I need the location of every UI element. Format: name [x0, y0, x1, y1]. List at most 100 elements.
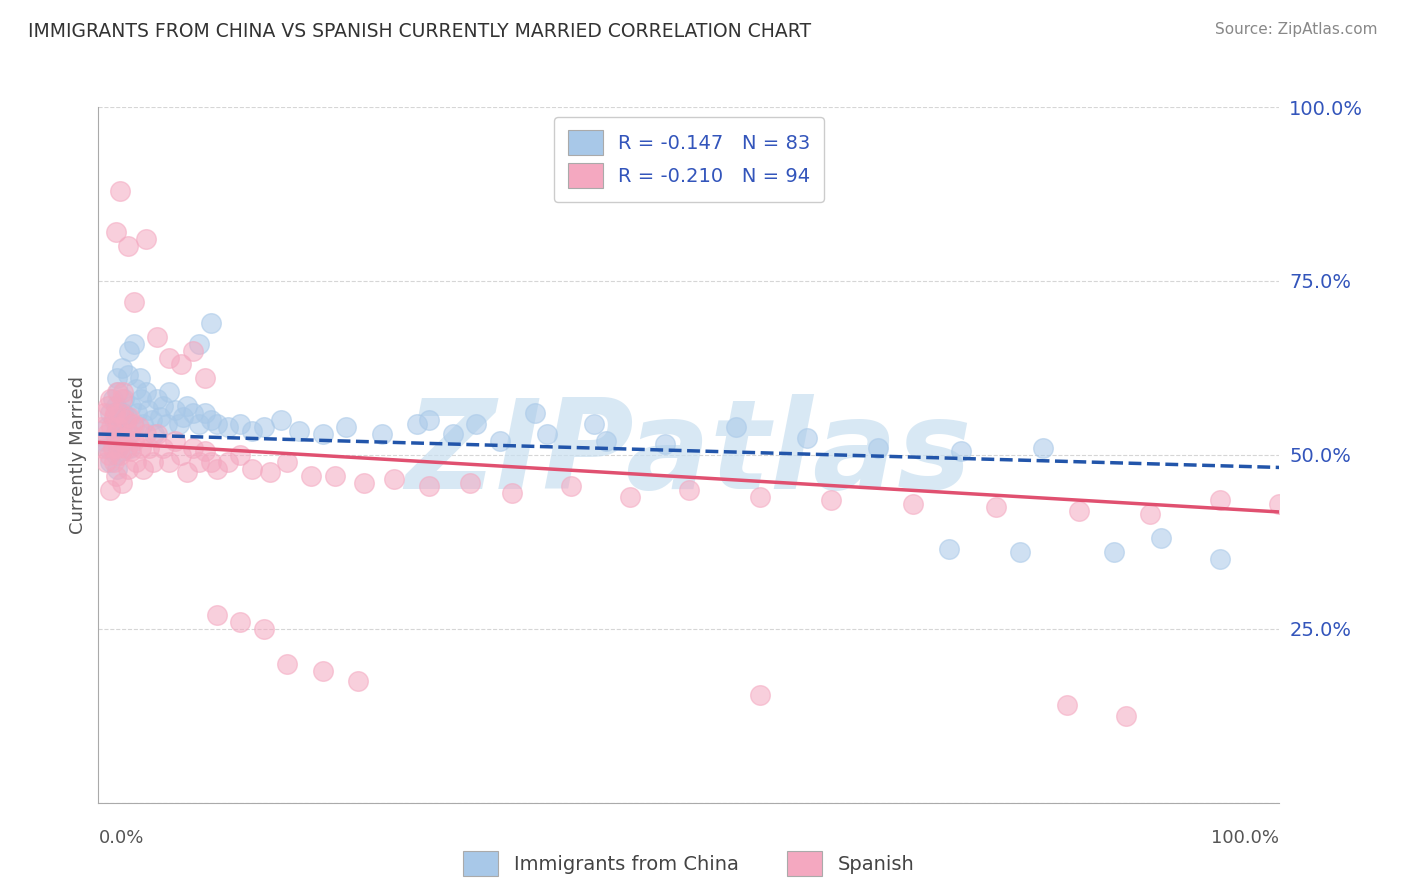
Point	[170, 448, 193, 462]
Text: ZIPatlas: ZIPatlas	[406, 394, 972, 516]
Point	[98, 455, 121, 469]
Point	[97, 441, 120, 455]
Point	[111, 475, 134, 490]
Point	[299, 468, 322, 483]
Point	[353, 475, 375, 490]
Point	[108, 448, 131, 462]
Point	[187, 336, 209, 351]
Point	[122, 336, 145, 351]
Point	[406, 417, 429, 431]
Point	[93, 406, 115, 420]
Point	[229, 417, 252, 431]
Point	[205, 462, 228, 476]
Point	[110, 434, 132, 448]
Point	[107, 441, 129, 455]
Point	[157, 455, 180, 469]
Point	[122, 294, 145, 309]
Point	[181, 406, 204, 420]
Point	[111, 360, 134, 375]
Point	[121, 417, 143, 431]
Point	[194, 371, 217, 385]
Text: IMMIGRANTS FROM CHINA VS SPANISH CURRENTLY MARRIED CORRELATION CHART: IMMIGRANTS FROM CHINA VS SPANISH CURRENT…	[28, 22, 811, 41]
Point	[187, 455, 209, 469]
Point	[1150, 532, 1173, 546]
Point	[105, 427, 128, 442]
Point	[157, 385, 180, 400]
Point	[536, 427, 558, 442]
Point	[181, 441, 204, 455]
Point	[152, 399, 174, 413]
Point	[1067, 503, 1090, 517]
Point	[138, 441, 160, 455]
Point	[156, 417, 179, 431]
Point	[176, 399, 198, 413]
Point	[118, 409, 141, 424]
Point	[115, 409, 138, 424]
Point	[167, 417, 190, 431]
Point	[501, 486, 523, 500]
Point	[108, 184, 131, 198]
Point	[117, 462, 139, 476]
Point	[104, 427, 127, 442]
Point	[200, 413, 222, 427]
Point	[146, 329, 169, 343]
Point	[125, 382, 148, 396]
Point	[103, 455, 125, 469]
Point	[347, 674, 370, 689]
Point	[93, 434, 115, 448]
Point	[96, 420, 118, 434]
Point	[112, 392, 135, 407]
Point	[418, 413, 440, 427]
Point	[112, 385, 135, 400]
Point	[181, 343, 204, 358]
Point	[187, 417, 209, 431]
Point	[121, 399, 143, 413]
Point	[903, 497, 925, 511]
Point	[200, 455, 222, 469]
Point	[217, 420, 239, 434]
Point	[122, 420, 145, 434]
Point	[110, 424, 132, 438]
Point	[165, 434, 187, 448]
Point	[135, 385, 157, 400]
Point	[90, 420, 112, 434]
Point	[418, 479, 440, 493]
Point	[240, 462, 263, 476]
Point	[335, 420, 357, 434]
Point	[132, 417, 155, 431]
Point	[165, 402, 187, 417]
Point	[1139, 507, 1161, 521]
Point	[142, 427, 165, 442]
Point	[101, 392, 124, 407]
Point	[725, 420, 748, 434]
Point	[259, 466, 281, 480]
Point	[117, 239, 139, 253]
Point	[105, 371, 128, 385]
Point	[103, 409, 125, 424]
Text: Source: ZipAtlas.com: Source: ZipAtlas.com	[1215, 22, 1378, 37]
Point	[253, 420, 276, 434]
Point	[938, 541, 960, 556]
Point	[157, 351, 180, 365]
Point	[654, 437, 676, 451]
Point	[149, 409, 172, 424]
Point	[678, 483, 700, 497]
Point	[229, 448, 252, 462]
Point	[117, 368, 139, 382]
Point	[748, 490, 770, 504]
Point	[114, 413, 136, 427]
Point	[229, 615, 252, 629]
Point	[98, 392, 121, 407]
Point	[127, 406, 149, 420]
Point	[118, 343, 141, 358]
Point	[122, 434, 145, 448]
Point	[105, 399, 128, 413]
Point	[107, 385, 129, 400]
Point	[240, 424, 263, 438]
Point	[820, 493, 842, 508]
Point	[1209, 552, 1232, 566]
Point	[984, 500, 1007, 514]
Point	[524, 406, 547, 420]
Point	[135, 427, 157, 442]
Point	[129, 392, 152, 407]
